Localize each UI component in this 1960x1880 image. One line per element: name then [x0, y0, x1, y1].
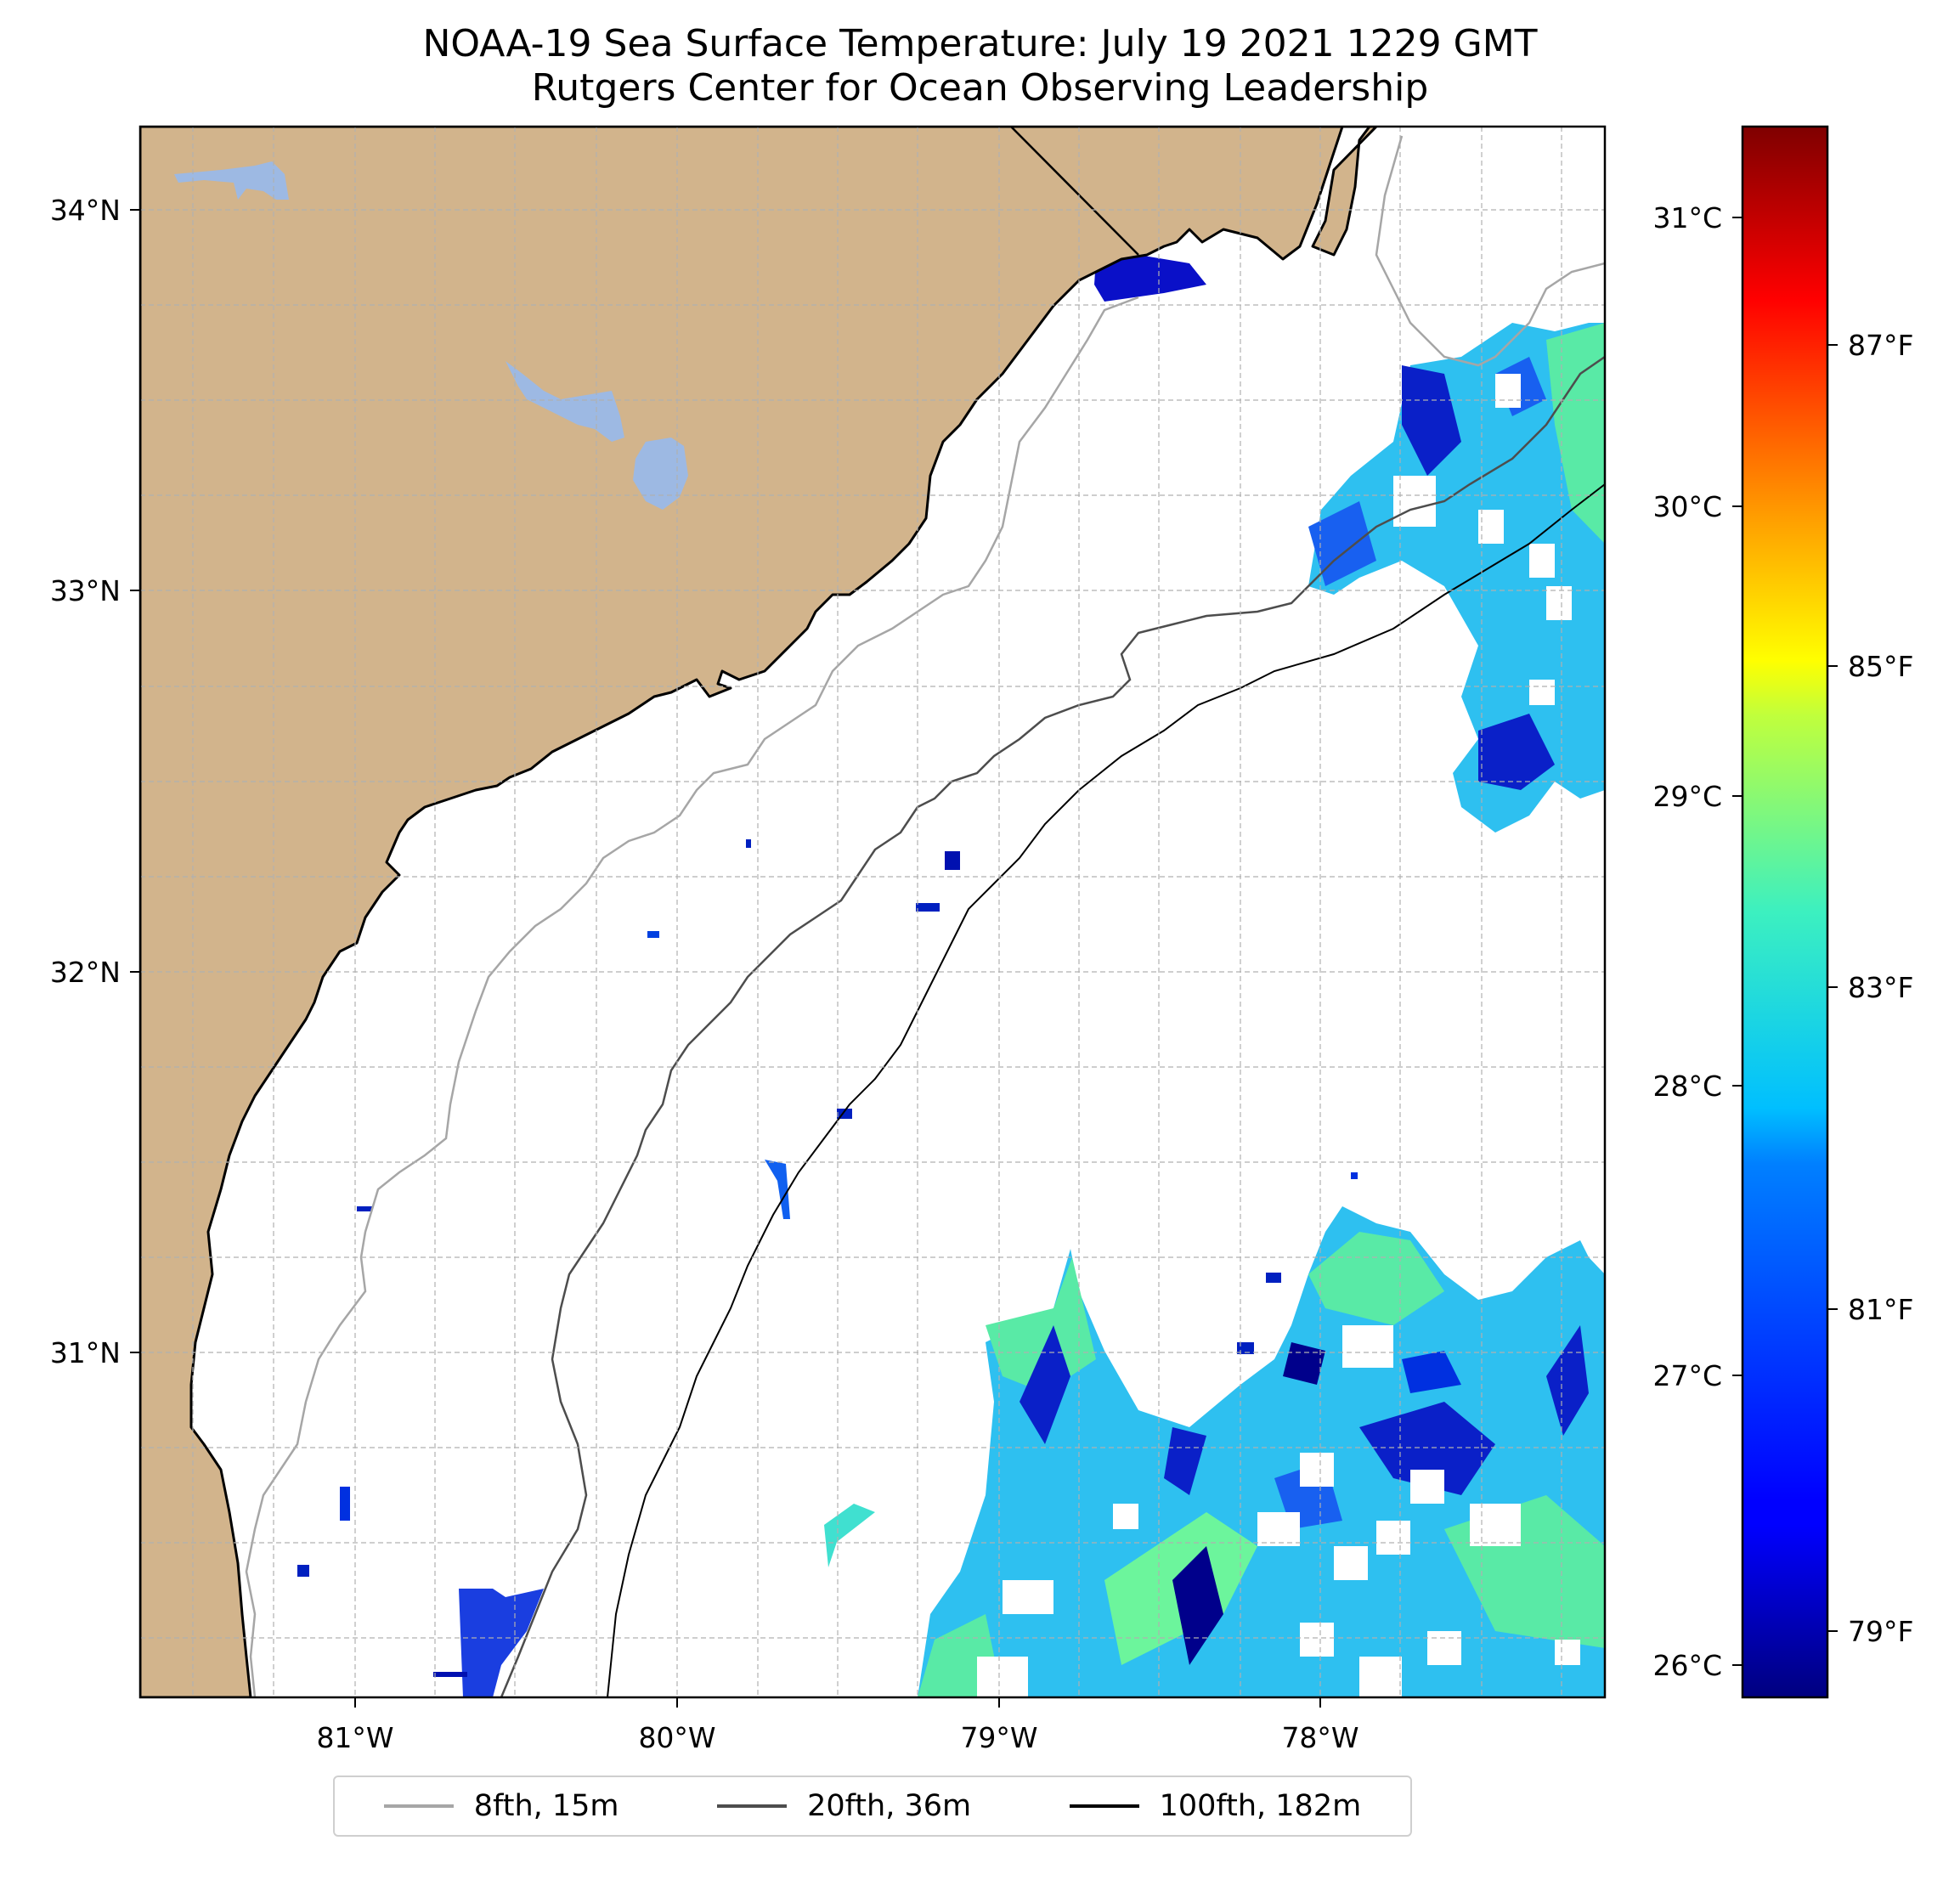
- contour-36m: [500, 355, 1605, 1697]
- lon-label-80w: 80°W: [638, 1721, 715, 1754]
- state-border: [1010, 127, 1139, 256]
- cbar-label-27c: 27°C: [1652, 1359, 1722, 1392]
- colorbar-ticks: [1732, 217, 1838, 1666]
- cbar-label-87f: 87°F: [1848, 329, 1913, 362]
- lon-label-78w: 78°W: [1281, 1721, 1358, 1754]
- lon-label-81w: 81°W: [316, 1721, 393, 1754]
- gridlines: [140, 127, 1605, 1697]
- legend-line-36m: [717, 1804, 788, 1808]
- cbar-label-26c: 26°C: [1652, 1649, 1722, 1682]
- lat-label-33n: 33°N: [50, 574, 121, 607]
- sst-southeast-patch: [918, 1206, 1605, 1697]
- contour-182m: [607, 483, 1605, 1697]
- cbar-label-79f: 79°F: [1848, 1615, 1913, 1648]
- lat-label-32n: 32°N: [50, 956, 121, 989]
- cbar-label-30c: 30°C: [1652, 490, 1722, 523]
- map-title: NOAA-19 Sea Surface Temperature: July 19…: [0, 22, 1960, 110]
- legend-label-36m: 20fth, 36m: [807, 1789, 972, 1823]
- legend-item-182m: 100fth, 182m: [1069, 1789, 1362, 1823]
- sst-speckles: [297, 255, 1358, 1697]
- cbar-label-83f: 83°F: [1848, 971, 1913, 1004]
- cbar-label-85f: 85°F: [1848, 650, 1913, 683]
- cbar-label-28c: 28°C: [1652, 1070, 1722, 1103]
- legend-label-182m: 100fth, 182m: [1159, 1789, 1362, 1823]
- cbar-label-31c: 31°C: [1652, 201, 1722, 234]
- lat-label-34n: 34°N: [50, 194, 121, 227]
- legend-label-15m: 8fth, 15m: [473, 1789, 619, 1823]
- legend-line-15m: [383, 1804, 454, 1808]
- legend-line-182m: [1069, 1804, 1139, 1808]
- contour-legend: 8fth, 15m 20fth, 36m 100fth, 182m: [333, 1776, 1412, 1837]
- lon-label-79w: 79°W: [960, 1721, 1037, 1754]
- colorbar: [1741, 125, 1829, 1699]
- cbar-label-29c: 29°C: [1652, 780, 1722, 813]
- legend-item-36m: 20fth, 36m: [717, 1789, 971, 1823]
- contour-15m: [1375, 135, 1605, 367]
- cbar-label-81f: 81°F: [1848, 1293, 1913, 1326]
- lon-axis: [354, 1697, 1321, 1708]
- title-line-1: NOAA-19 Sea Surface Temperature: July 19…: [422, 22, 1538, 65]
- legend-item-15m: 8fth, 15m: [383, 1789, 619, 1823]
- land-mass: [140, 127, 1378, 1697]
- contour-15m-inner: [245, 296, 1139, 1697]
- lakes: [174, 161, 688, 510]
- map-frame: [138, 125, 1607, 1699]
- lat-label-31n: 31°N: [50, 1336, 121, 1369]
- title-line-2: Rutgers Center for Ocean Observing Leade…: [531, 66, 1429, 110]
- sst-northeast-patch: [1308, 323, 1605, 833]
- lat-axis: [130, 209, 140, 1353]
